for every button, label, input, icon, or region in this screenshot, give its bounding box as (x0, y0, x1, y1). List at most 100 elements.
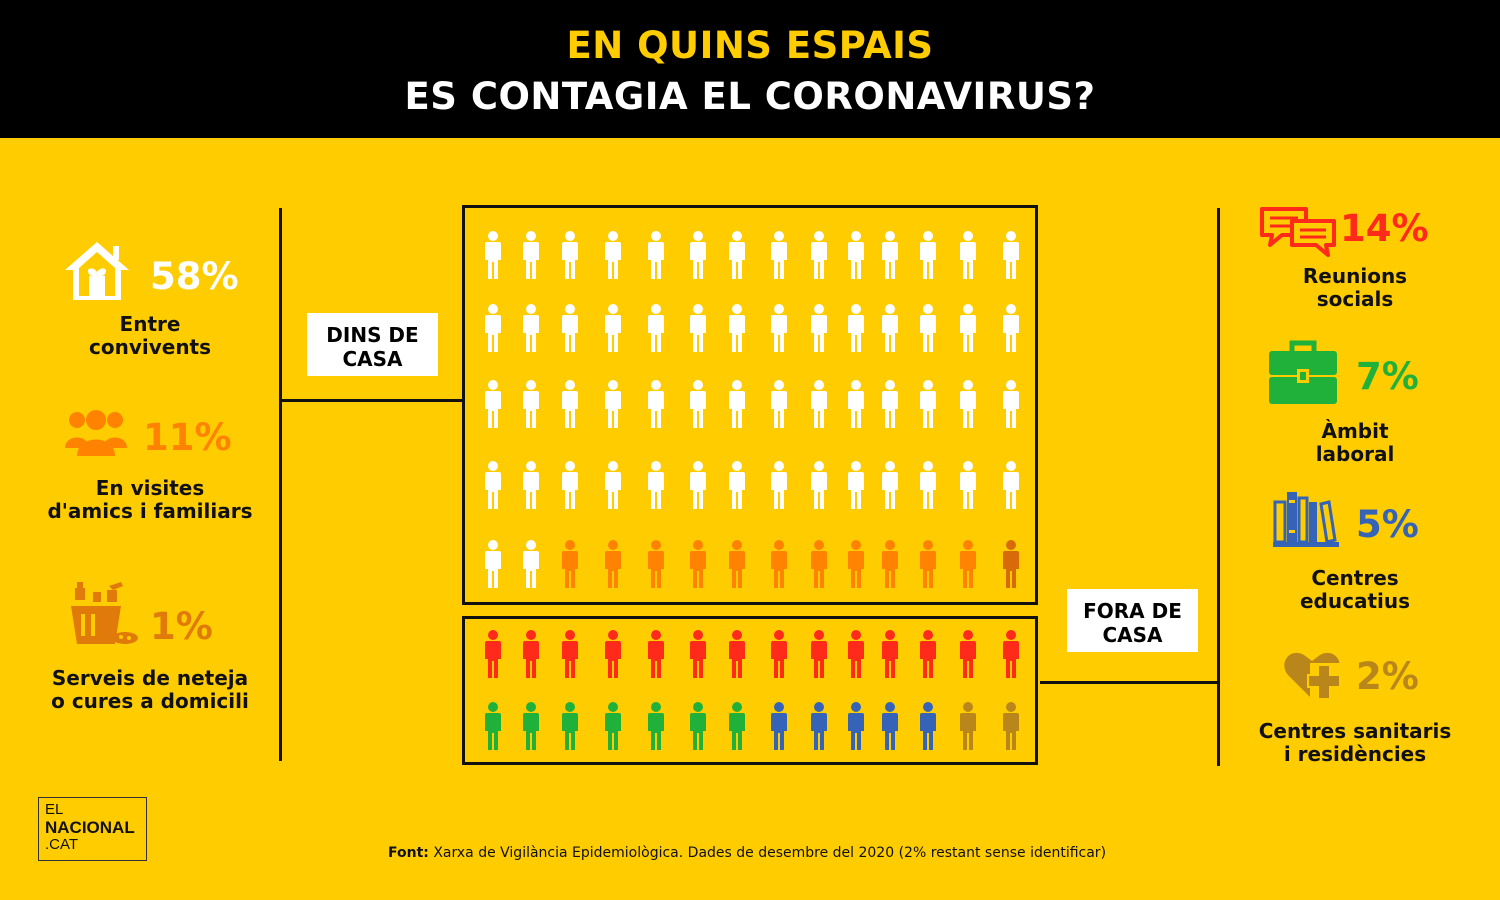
person-icon (882, 540, 898, 588)
books-icon (1273, 492, 1339, 547)
health-heart-cross-icon (1284, 652, 1341, 700)
person-icon (771, 702, 787, 750)
label-sanitaris: Centres sanitaris i residències (1258, 719, 1452, 766)
person-icon (523, 540, 539, 588)
person-icon (882, 461, 898, 509)
person-icon (562, 380, 578, 428)
person-icon (690, 630, 706, 678)
inside-box (462, 205, 1038, 605)
person-icon (523, 304, 539, 352)
person-icon (920, 380, 936, 428)
person-icon (811, 380, 827, 428)
person-icon (1003, 461, 1019, 509)
person-icon (848, 461, 864, 509)
house-heart-icon (65, 242, 129, 300)
outside-tag: FORA DE CASA (1067, 589, 1198, 652)
person-icon (485, 231, 501, 279)
person-icon (882, 231, 898, 279)
pct-visites: 11% (143, 416, 232, 459)
person-icon (690, 540, 706, 588)
person-icon (1003, 630, 1019, 678)
person-icon (848, 304, 864, 352)
person-icon (1003, 304, 1019, 352)
person-icon (605, 540, 621, 588)
group-people-icon (65, 410, 127, 456)
person-icon (562, 304, 578, 352)
logo: EL NACIONAL .CAT (38, 797, 147, 861)
inside-tag: DINS DE CASA (307, 313, 438, 376)
person-icon (485, 540, 501, 588)
person-icon (811, 461, 827, 509)
person-icon (920, 630, 936, 678)
person-icon (960, 461, 976, 509)
person-icon (523, 630, 539, 678)
person-icon (771, 231, 787, 279)
label-reunions: Reunions socials (1302, 264, 1408, 311)
person-icon (729, 702, 745, 750)
person-icon (485, 702, 501, 750)
person-icon (485, 630, 501, 678)
person-icon (648, 630, 664, 678)
person-icon (690, 231, 706, 279)
person-icon (1003, 231, 1019, 279)
person-icon (562, 461, 578, 509)
person-icon (771, 540, 787, 588)
person-icon (811, 540, 827, 588)
person-icon (523, 231, 539, 279)
left-connector (279, 399, 463, 402)
person-icon (920, 231, 936, 279)
outside-tag-label: FORA DE CASA (1083, 599, 1182, 647)
person-icon (1003, 702, 1019, 750)
person-icon (648, 380, 664, 428)
person-icon (523, 380, 539, 428)
person-icon (562, 231, 578, 279)
person-icon (960, 231, 976, 279)
person-icon (920, 461, 936, 509)
person-icon (960, 630, 976, 678)
left-divider (279, 208, 282, 761)
person-icon (811, 304, 827, 352)
outside-box (462, 616, 1038, 765)
person-icon (485, 304, 501, 352)
person-icon (729, 540, 745, 588)
person-icon (523, 702, 539, 750)
person-icon (485, 380, 501, 428)
person-icon (771, 304, 787, 352)
person-icon (648, 304, 664, 352)
person-icon (848, 380, 864, 428)
person-icon (562, 630, 578, 678)
label-educatius: Centres educatius (1299, 566, 1411, 613)
person-icon (690, 702, 706, 750)
pct-educatius: 5% (1356, 503, 1419, 546)
person-icon (920, 702, 936, 750)
right-connector (1040, 681, 1220, 684)
person-icon (848, 540, 864, 588)
person-icon (811, 630, 827, 678)
pct-neteja: 1% (150, 605, 213, 648)
person-icon (920, 540, 936, 588)
label-visites: En visites d'amics i familiars (47, 476, 253, 523)
person-icon (729, 231, 745, 279)
source-label: Font: (388, 845, 429, 861)
person-icon (771, 630, 787, 678)
person-icon (690, 380, 706, 428)
source-note: Font: Xarxa de Vigilància Epidemiològica… (388, 845, 1106, 861)
person-icon (848, 231, 864, 279)
speech-bubbles-icon (1260, 207, 1336, 257)
person-icon (1003, 540, 1019, 588)
person-icon (485, 461, 501, 509)
briefcase-icon (1269, 340, 1337, 404)
person-icon (882, 702, 898, 750)
person-icon (605, 304, 621, 352)
pct-reunions: 14% (1340, 207, 1429, 250)
person-icon (648, 461, 664, 509)
source-text: Xarxa de Vigilància Epidemiològica. Dade… (433, 845, 1107, 861)
person-icon (960, 380, 976, 428)
person-icon (729, 461, 745, 509)
person-icon (729, 380, 745, 428)
person-icon (605, 702, 621, 750)
person-icon (1003, 380, 1019, 428)
person-icon (648, 702, 664, 750)
person-icon (920, 304, 936, 352)
